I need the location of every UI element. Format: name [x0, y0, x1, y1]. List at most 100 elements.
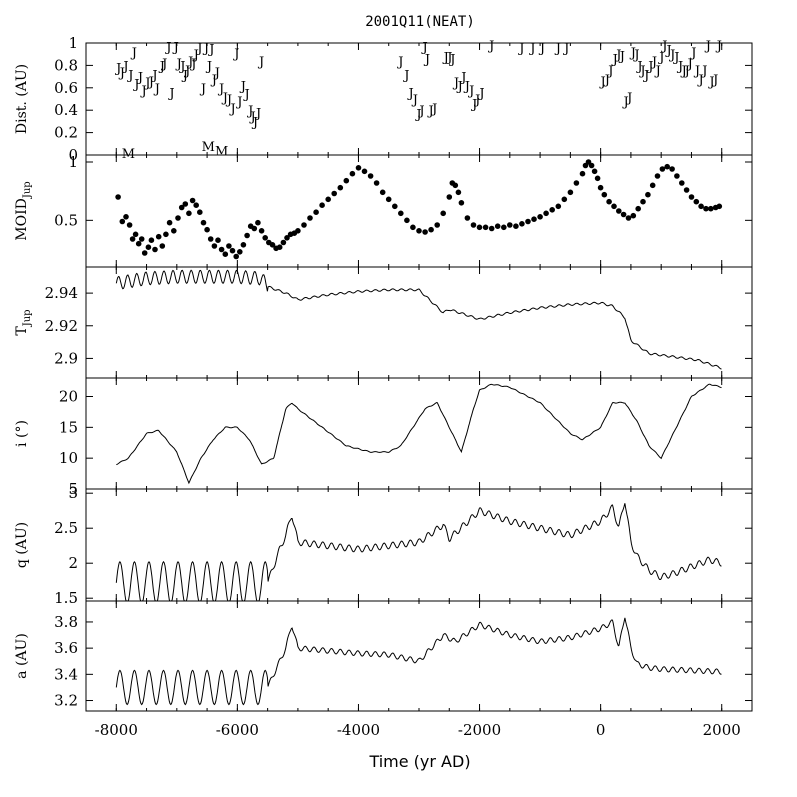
data-point	[307, 215, 313, 221]
encounter-marker-J: J	[118, 66, 125, 81]
data-point	[319, 202, 325, 208]
panel-frame	[85, 377, 753, 490]
encounter-marker-J: J	[132, 77, 139, 92]
data-point	[126, 222, 133, 228]
panel-frame	[85, 488, 753, 602]
encounter-marker-J: J	[192, 48, 199, 63]
encounter-marker-J: J	[638, 64, 645, 79]
data-point	[255, 219, 261, 226]
data-point	[385, 196, 392, 203]
data-point	[597, 184, 604, 191]
encounter-marker-J: J	[158, 59, 165, 74]
data-point	[649, 182, 656, 189]
data-point	[440, 210, 447, 217]
data-point	[683, 187, 690, 193]
data-point	[262, 235, 269, 241]
encounter-marker-J: J	[150, 68, 157, 83]
y-tick-label: 3.4	[54, 665, 78, 683]
data-point	[313, 209, 319, 215]
data-point	[135, 240, 142, 247]
data-point	[561, 196, 568, 203]
encounter-marker-J: J	[160, 57, 167, 72]
encounter-marker-J: J	[205, 59, 212, 74]
data-point	[716, 203, 723, 210]
encounter-marker-J: J	[554, 42, 561, 57]
encounter-marker-J: J	[664, 44, 671, 59]
y-axis-label-subscript: Jup	[22, 309, 33, 327]
data-point	[132, 231, 139, 238]
y-axis-label-text: MOID	[14, 198, 30, 241]
data-point	[186, 210, 192, 217]
y-tick-label: 15	[59, 418, 78, 436]
panel-frame	[85, 266, 753, 379]
y-tick-label: 3	[68, 484, 78, 502]
encounter-marker-J: J	[611, 53, 618, 68]
encounter-marker-J: J	[704, 39, 711, 54]
encounter-marker-J: J	[467, 84, 474, 99]
data-point	[708, 205, 714, 212]
data-point	[654, 173, 661, 179]
data-point	[434, 222, 441, 228]
data-point	[693, 198, 700, 205]
data-point	[229, 247, 236, 254]
encounter-marker-J: J	[213, 66, 220, 81]
data-point	[178, 204, 185, 211]
encounter-marker-J: J	[517, 42, 524, 57]
encounter-marker-J: J	[136, 71, 143, 86]
data-point	[166, 219, 173, 226]
encounter-marker-J: J	[614, 48, 621, 63]
y-tick-label: 2.9	[54, 349, 78, 367]
y-tick-label: 0.6	[54, 79, 78, 97]
data-point	[367, 173, 374, 179]
encounter-marker-J: J	[689, 46, 696, 61]
data-point	[674, 173, 680, 179]
data-point	[301, 222, 307, 228]
y-axis-label-subscript: Jup	[22, 181, 33, 199]
encounter-marker-J: J	[606, 64, 613, 79]
encounter-marker-J: J	[406, 86, 413, 101]
encounter-marker-J: J	[396, 55, 403, 70]
data-point	[630, 212, 637, 219]
encounter-marker-J: J	[642, 68, 649, 83]
encounter-marker-J: J	[686, 57, 693, 72]
encounter-marker-J: J	[420, 40, 427, 55]
data-point	[588, 162, 595, 169]
data-point	[519, 221, 525, 227]
data-point	[549, 207, 555, 213]
encounter-marker-J: J	[202, 42, 209, 57]
data-point	[494, 223, 501, 229]
data-point	[200, 219, 207, 226]
encounter-marker-J: J	[632, 48, 639, 63]
data-point	[148, 237, 155, 243]
data-point	[233, 253, 239, 260]
data-point	[620, 211, 627, 218]
data-point	[507, 222, 513, 228]
encounter-marker-J: J	[130, 46, 137, 61]
data-point	[525, 218, 531, 225]
encounter-marker-J: J	[603, 73, 610, 88]
data-point	[119, 218, 126, 225]
y-axis-label-text: a (AU)	[14, 633, 30, 679]
x-tick-label: 0	[596, 721, 606, 739]
panel-tjup: 2.9 2.92 2.94 TJup	[14, 266, 753, 379]
encounter-marker-J: J	[143, 76, 150, 91]
encounter-marker-J: J	[153, 82, 160, 97]
encounter-marker-J: J	[121, 59, 128, 74]
encounter-marker-J: J	[414, 108, 421, 123]
encounter-marker-J: J	[473, 93, 480, 108]
data-point	[594, 175, 601, 182]
data-point	[555, 203, 562, 210]
data-point	[182, 201, 189, 207]
data-point	[155, 233, 162, 240]
x-tick-label: 2000	[703, 721, 741, 739]
data-point	[428, 226, 434, 233]
panel-moid: 0.5 1 MOIDJup	[14, 153, 753, 268]
series-line-T_Jup	[115, 269, 722, 370]
series-line-q	[115, 503, 722, 602]
data-point	[189, 197, 196, 204]
encounter-marker-J: J	[411, 93, 418, 108]
encounter-marker-J: J	[210, 73, 217, 88]
encounter-marker-J: J	[452, 76, 459, 91]
y-tick-label: 1	[68, 34, 78, 52]
